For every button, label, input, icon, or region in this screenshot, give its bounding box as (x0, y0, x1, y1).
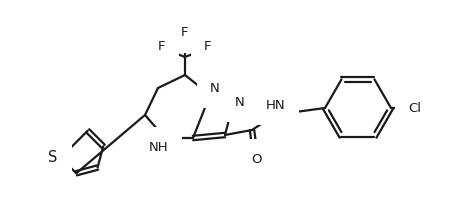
Text: S: S (48, 150, 57, 165)
Text: N: N (210, 81, 219, 95)
Text: HN: HN (266, 99, 285, 111)
Text: F: F (158, 40, 165, 54)
Text: NH: NH (149, 141, 169, 153)
Text: O: O (251, 153, 262, 165)
Text: F: F (204, 40, 211, 54)
Text: F: F (181, 26, 188, 40)
Text: N: N (235, 95, 244, 109)
Text: Cl: Cl (407, 101, 420, 115)
